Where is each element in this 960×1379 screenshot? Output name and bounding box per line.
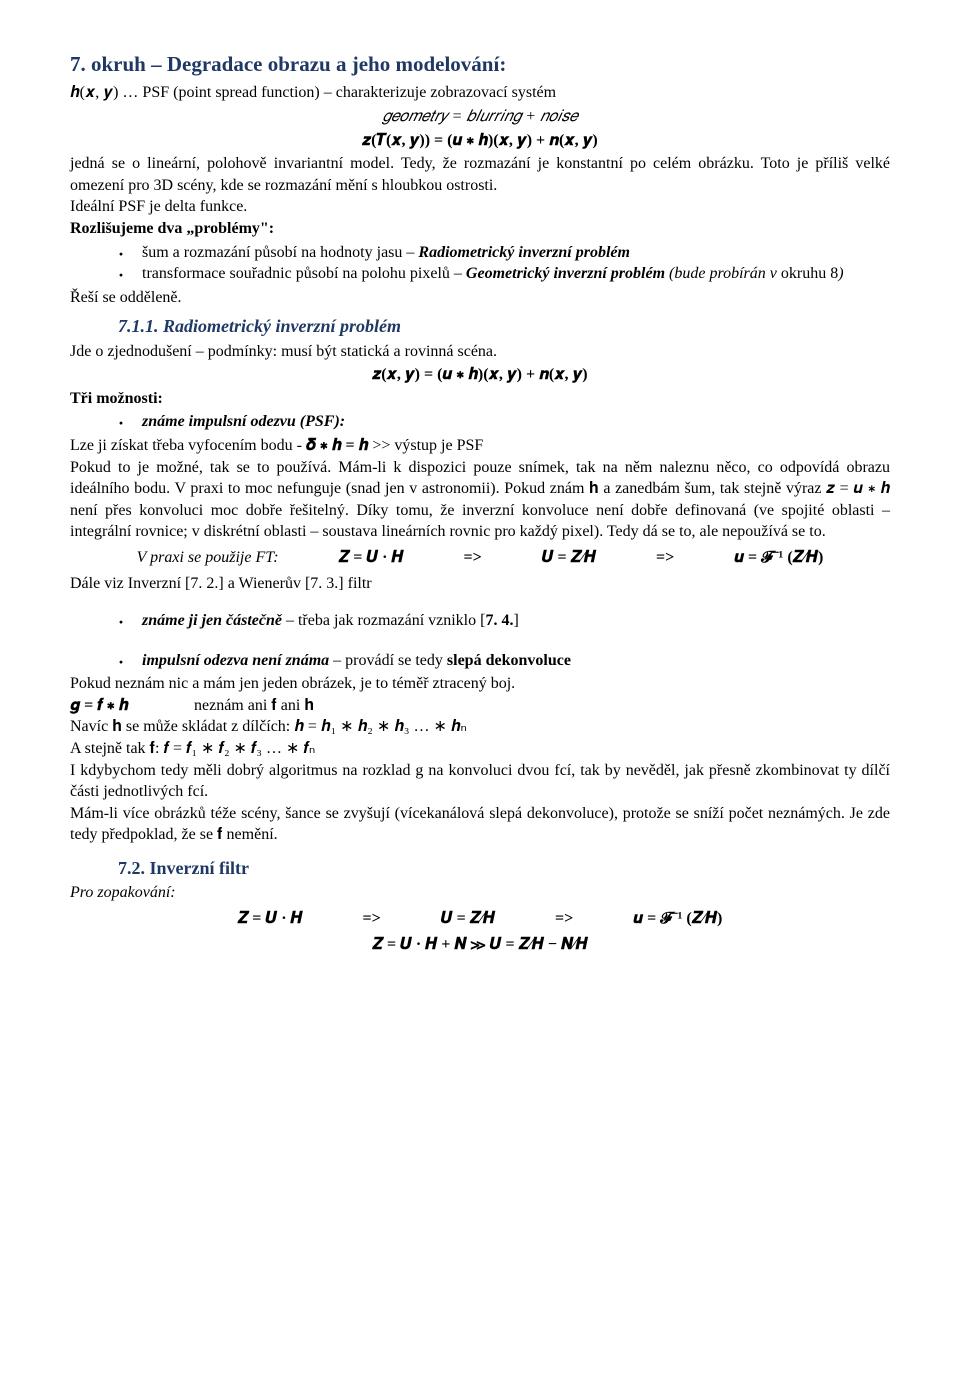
bullet-term: Radiometrický inverzní problém: [418, 244, 630, 261]
para-simplify: Jde o zjednodušení – podmínky: musí být …: [70, 341, 890, 363]
eq-arrow: =>: [463, 547, 481, 569]
para-psf-get: Lze ji získat třeba vyfocením bodu - 𝜹 ∗…: [70, 435, 890, 457]
bullet-text: ): [838, 265, 843, 282]
list-item: šum a rozmazání působí na hodnoty jasu –…: [118, 242, 890, 264]
eq-part: 𝑼 = 𝒁⁄𝑯: [441, 908, 495, 930]
list-item: impulsní odezva není známa – provádí se …: [118, 650, 890, 672]
heading-711: 7.1.1. Radiometrický inverzní problém: [118, 314, 890, 338]
bullet-term: známe impulsní odezvu (PSF):: [142, 413, 345, 430]
eq-part: 𝒖 = 𝓕⁻¹ (𝒁⁄𝑯): [633, 908, 722, 930]
heading-72: 7.2. Inverzní filtr: [118, 856, 890, 880]
eq-z-xy: 𝒛(𝒙, 𝒚) = (𝒖 ∗ 𝒉)(𝒙, 𝒚) + 𝒏(𝒙, 𝒚): [70, 364, 890, 386]
para-recap: Pro zopakování:: [70, 882, 890, 904]
bullet-text: transformace souřadnic působí na polohu …: [142, 265, 466, 282]
text: >> výstup je PSF: [368, 437, 483, 454]
bullet-term: Geometrický inverzní problém: [466, 265, 665, 282]
bullet-strong: slepá dekonvoluce: [447, 652, 571, 669]
psf-def: 𝒉(𝒙, 𝒚) … PSF (point spread function) – …: [70, 82, 890, 104]
para-see-filters: Dále viz Inverzní [7. 2.] a Wienerův [7.…: [70, 573, 890, 595]
eq-inline: 𝜹 ∗ 𝒉 = 𝒉: [306, 437, 368, 454]
bullet-term: impulsní odezva není známa: [142, 652, 329, 669]
text: neznám ani 𝐟 ani 𝐡: [194, 697, 314, 714]
para-linear-model: jedná se o lineární, polohově invariantn…: [70, 153, 890, 196]
para-unknown: Pokud neznám nic a mám jen jeden obrázek…: [70, 673, 890, 695]
eq-z-noise: 𝒁 = 𝑼 · 𝑯 + 𝑵 ≫ 𝑼 = 𝒁⁄𝑯 − 𝑵⁄𝑯: [70, 934, 890, 956]
para-f-parts: A stejně tak 𝐟: 𝒇 = 𝒇₁ ∗ 𝒇₂ ∗ 𝒇₃ … ∗ 𝒇ₙ: [70, 738, 890, 760]
eq-arrow: =>: [656, 547, 674, 569]
bullet-text: šum a rozmazání působí na hodnoty jasu –: [142, 244, 418, 261]
para-h-parts: Navíc 𝐡 se může skládat z dílčích: 𝒉 = 𝒉…: [70, 716, 890, 738]
para-two-problems: Rozlišujeme dva „problémy":: [70, 218, 890, 240]
recap-eq-row: 𝒁 = 𝑼 · 𝑯 => 𝑼 = 𝒁⁄𝑯 => 𝒖 = 𝓕⁻¹ (𝒁⁄𝑯): [70, 908, 890, 930]
eq-part: 𝑼 = 𝒁⁄𝑯: [542, 547, 596, 569]
list-item: známe impulsní odezvu (PSF):: [118, 411, 890, 433]
options-list-1: známe impulsní odezvu (PSF):: [70, 411, 890, 433]
para-solve-sep: Řeší se odděleně.: [70, 287, 890, 309]
bullet-ref: 7. 4.: [485, 612, 513, 629]
eq-geometry: 𝑔𝑒𝑜𝑚𝑒𝑡𝑟𝑦 = 𝑏𝑙𝑢𝑟𝑟𝑖𝑛𝑔 + 𝑛𝑜𝑖𝑠𝑒: [70, 106, 890, 128]
para-ideal-psf: Ideální PSF je delta funkce.: [70, 196, 890, 218]
bullet-text: – třeba jak rozmazání vzniklo [: [282, 612, 485, 629]
eq-part: 𝒖 = 𝓕⁻¹ (𝒁⁄𝑯): [734, 547, 823, 569]
para-gfh: 𝒈 = 𝒇 ∗ 𝒉 neznám ani 𝐟 ani 𝐡: [70, 695, 890, 717]
bullet-text: (bude probírán v: [665, 265, 781, 282]
para-multi: Mám-li více obrázků téže scény, šance se…: [70, 803, 890, 846]
bullet-term: známe ji jen částečně: [142, 612, 282, 629]
bullet-text: ]: [513, 612, 518, 629]
bullet-text: – provádí se tedy: [329, 652, 447, 669]
list-item: transformace souřadnic působí na polohu …: [118, 263, 890, 285]
options-list-3: impulsní odezva není známa – provádí se …: [70, 650, 890, 672]
bullet-text: okruhu 8: [781, 265, 838, 282]
para-three-options: Tři možnosti:: [70, 388, 890, 410]
problems-list: šum a rozmazání působí na hodnoty jasu –…: [70, 242, 890, 285]
para-psf-long: Pokud to je možné, tak se to používá. Má…: [70, 457, 890, 543]
options-list-2: známe ji jen částečně – třeba jak rozmaz…: [70, 610, 890, 632]
list-item: známe ji jen částečně – třeba jak rozmaz…: [118, 610, 890, 632]
eq-inline: 𝒈 = 𝒇 ∗ 𝒉: [70, 695, 190, 717]
eq-part: 𝒁 = 𝑼 · 𝑯: [339, 547, 404, 569]
eq-arrow: =>: [363, 908, 381, 930]
para-algorithm: I kdybychom tedy měli dobrý algoritmus n…: [70, 760, 890, 803]
eq-arrow: =>: [555, 908, 573, 930]
ft-equation-row: V praxi se použije FT: 𝒁 = 𝑼 · 𝑯 => 𝑼 = …: [70, 547, 890, 569]
text: Lze ji získat třeba vyfocením bodu -: [70, 437, 306, 454]
ft-lead: V praxi se použije FT:: [137, 547, 279, 569]
eq-z-T: 𝒛(𝑻(𝒙, 𝒚)) = (𝒖 ∗ 𝒉)(𝒙, 𝒚) + 𝒏(𝒙, 𝒚): [70, 130, 890, 152]
heading-7: 7. okruh – Degradace obrazu a jeho model…: [70, 50, 890, 78]
eq-part: 𝒁 = 𝑼 · 𝑯: [238, 908, 303, 930]
